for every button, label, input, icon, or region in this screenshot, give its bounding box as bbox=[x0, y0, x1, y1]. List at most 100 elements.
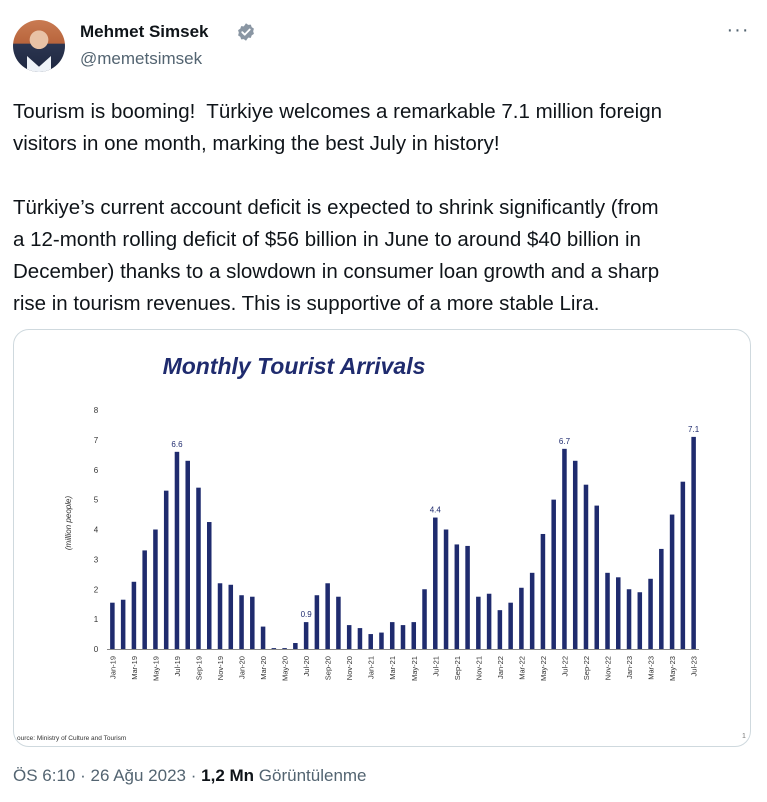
x-tick-label: May-23 bbox=[668, 656, 677, 681]
bar-Feb-22 bbox=[508, 602, 513, 649]
chart-y-ticks: 0 1 2 3 4 5 6 7 8 bbox=[94, 406, 99, 654]
chart-title: Monthly Tourist Arrivals bbox=[163, 353, 426, 379]
bar-Aug-21 bbox=[443, 529, 449, 649]
data-label: 4.4 bbox=[430, 506, 442, 515]
bar-Nov-19 bbox=[217, 583, 223, 649]
avatar[interactable] bbox=[13, 20, 65, 72]
bar-May-23 bbox=[669, 514, 675, 649]
tourist-arrivals-chart: Monthly Tourist Arrivals (million people… bbox=[17, 353, 746, 742]
y-tick-label: 5 bbox=[94, 496, 99, 505]
bar-Mar-22 bbox=[519, 587, 524, 649]
x-tick-label: Nov-22 bbox=[604, 656, 613, 680]
x-tick-label: Mar-23 bbox=[647, 656, 656, 680]
x-tick-label: Nov-19 bbox=[216, 656, 225, 680]
tweet-media-chart[interactable]: Monthly Tourist Arrivals (million people… bbox=[13, 329, 751, 747]
views-count: 1,2 Mn bbox=[201, 766, 255, 785]
bar-Apr-20 bbox=[271, 648, 277, 649]
bar-Dec-20 bbox=[357, 628, 363, 649]
x-tick-label: Jan-23 bbox=[625, 656, 634, 679]
bar-Mar-23 bbox=[648, 578, 653, 649]
x-tick-label: Jul-21 bbox=[431, 656, 440, 676]
bar-Jul-23 bbox=[691, 436, 696, 649]
bar-Mar-19 bbox=[131, 581, 137, 649]
x-tick-label: Sep-21 bbox=[453, 656, 462, 680]
bar-Sep-19 bbox=[196, 487, 201, 649]
bar-Jul-19 bbox=[174, 451, 180, 649]
bar-Nov-20 bbox=[346, 625, 352, 649]
bar-Jun-21 bbox=[422, 589, 427, 649]
bar-Oct-22 bbox=[594, 505, 600, 649]
bar-Apr-22 bbox=[529, 572, 535, 649]
meta-separator: · bbox=[80, 766, 86, 785]
x-tick-label: May-22 bbox=[539, 656, 548, 681]
bar-Feb-21 bbox=[379, 632, 384, 649]
bar-Jan-21 bbox=[368, 634, 373, 649]
bar-Oct-21 bbox=[465, 545, 470, 649]
verified-badge-icon bbox=[238, 23, 254, 41]
data-label: 6.6 bbox=[171, 440, 183, 449]
tweet-time[interactable]: ÖS 6:10 bbox=[13, 766, 76, 785]
bar-Sep-21 bbox=[454, 544, 460, 649]
bar-Sep-20 bbox=[325, 583, 330, 649]
bar-Jan-19 bbox=[110, 602, 115, 649]
x-tick-label: Jan-20 bbox=[238, 656, 247, 679]
bar-Nov-21 bbox=[476, 596, 481, 649]
bar-May-21 bbox=[411, 622, 417, 649]
bar-Jan-20 bbox=[239, 595, 244, 649]
y-tick-label: 4 bbox=[94, 526, 99, 535]
bar-Feb-20 bbox=[250, 596, 255, 649]
data-label: 6.7 bbox=[559, 437, 571, 446]
x-tick-label: Sep-19 bbox=[194, 656, 203, 680]
bar-Nov-22 bbox=[605, 572, 610, 649]
tweet-date[interactable]: 26 Ağu 2023 bbox=[90, 766, 186, 785]
data-label: 7.1 bbox=[688, 425, 700, 434]
chart-source: ource: Ministry of Culture and Tourism bbox=[17, 735, 126, 742]
bar-Mar-20 bbox=[260, 626, 266, 649]
bar-Jun-23 bbox=[680, 481, 686, 649]
bar-Aug-19 bbox=[185, 460, 190, 649]
chart-page-number: 1 bbox=[742, 733, 746, 740]
bar-Oct-20 bbox=[336, 596, 341, 649]
y-tick-label: 6 bbox=[94, 466, 99, 475]
tweet-text: Tourism is booming! Türkiye welcomes a r… bbox=[13, 100, 663, 315]
bar-Jan-23 bbox=[626, 589, 632, 649]
x-tick-label: Mar-20 bbox=[259, 656, 268, 680]
chart-data-labels: 6.6 0.9 4.4 6.7 7.1 bbox=[171, 425, 699, 619]
x-tick-label: Jul-23 bbox=[690, 656, 699, 676]
x-tick-label: Nov-20 bbox=[345, 656, 354, 680]
x-tick-label: Jan-21 bbox=[367, 656, 376, 679]
y-tick-label: 0 bbox=[94, 645, 99, 654]
bar-Feb-23 bbox=[637, 592, 643, 649]
bar-May-19 bbox=[153, 529, 158, 649]
more-options-icon[interactable]: ··· bbox=[726, 19, 750, 41]
x-tick-label: May-20 bbox=[281, 656, 290, 681]
bar-Jan-22 bbox=[497, 610, 503, 649]
bar-Jun-22 bbox=[551, 499, 556, 650]
author-handle[interactable]: @memetsimsek bbox=[80, 49, 203, 68]
chart-y-axis-label: (million people) bbox=[64, 496, 73, 551]
bar-Aug-22 bbox=[572, 460, 578, 649]
x-tick-label: May-21 bbox=[410, 656, 419, 681]
bar-Mar-21 bbox=[389, 622, 395, 649]
bar-Apr-23 bbox=[659, 548, 664, 649]
data-label: 0.9 bbox=[301, 610, 313, 619]
y-tick-label: 2 bbox=[94, 585, 99, 594]
bar-Dec-22 bbox=[616, 577, 621, 649]
chart-x-ticks: Jan-19 Mar-19 May-19 Jul-19 Sep-19 Nov-19 Jan-… bbox=[108, 656, 698, 681]
bar-May-20 bbox=[282, 648, 287, 649]
bar-Jun-20 bbox=[293, 643, 298, 649]
tweet-meta: ÖS 6:10 · 26 Ağu 2023 · 1,2 Mn Görüntüle… bbox=[13, 766, 367, 786]
x-tick-label: May-19 bbox=[151, 656, 160, 681]
y-tick-label: 7 bbox=[94, 436, 99, 445]
x-tick-label: Sep-22 bbox=[582, 656, 591, 680]
bar-Aug-20 bbox=[314, 595, 320, 649]
x-tick-label: Sep-20 bbox=[324, 656, 333, 680]
views-label: Görüntülenme bbox=[258, 766, 367, 785]
x-tick-label: Jan-19 bbox=[108, 656, 117, 679]
author-name[interactable]: Mehmet Simsek bbox=[80, 22, 209, 41]
avatar-shirt bbox=[27, 56, 51, 72]
x-tick-label: Mar-22 bbox=[517, 656, 526, 680]
bar-Apr-19 bbox=[142, 550, 147, 649]
bar-Jun-19 bbox=[163, 490, 169, 649]
bar-Jul-21 bbox=[433, 517, 438, 649]
